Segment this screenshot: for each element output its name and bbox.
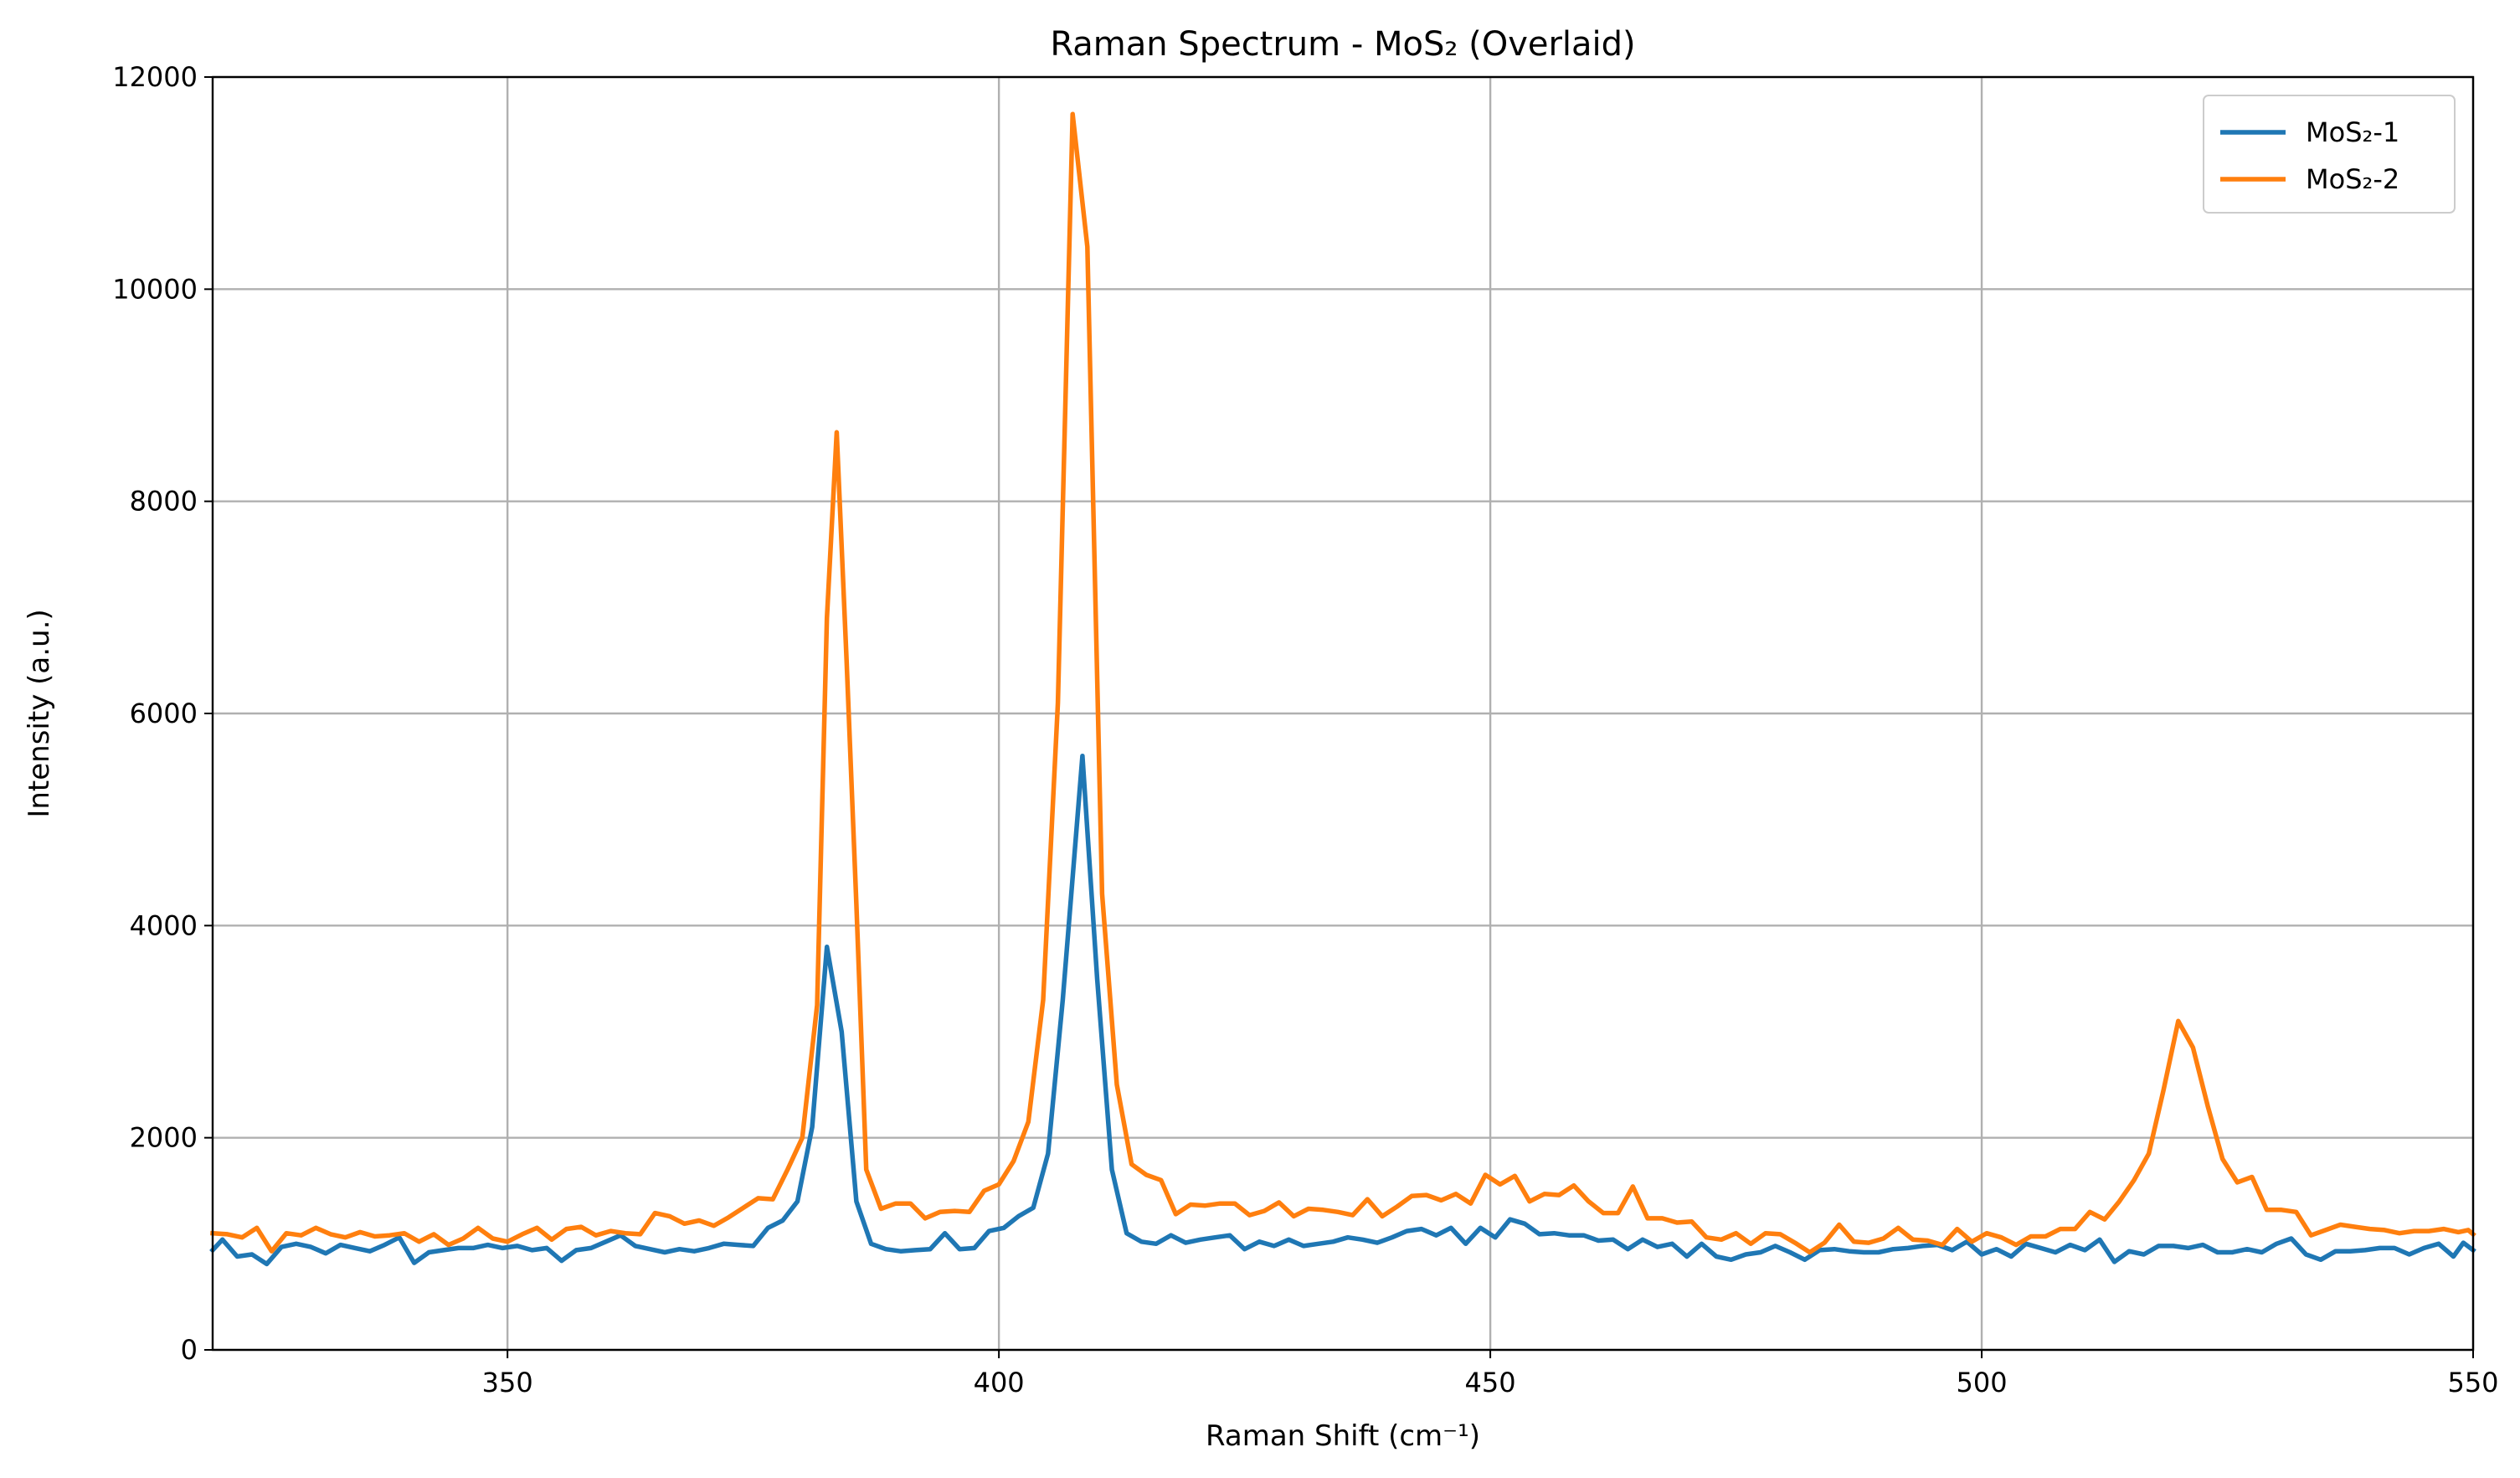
x-tick-label: 350: [482, 1367, 533, 1398]
y-tick-label: 10000: [112, 273, 198, 305]
x-axis: 350 400 450 500 550: [482, 1350, 2499, 1398]
x-tick-label: 450: [1465, 1367, 1516, 1398]
y-tick-label: 4000: [130, 909, 198, 941]
legend-label-1: MoS₂-1: [2306, 116, 2399, 148]
y-tick-label: 2000: [130, 1122, 198, 1154]
legend-label-2: MoS₂-2: [2306, 163, 2399, 195]
x-tick-label: 400: [974, 1367, 1025, 1398]
legend-box: [2203, 95, 2456, 214]
chart-title: Raman Spectrum - MoS₂ (Overlaid): [1050, 25, 1635, 64]
y-tick-label: 6000: [130, 698, 198, 729]
series-line-2: [210, 111, 2476, 1255]
x-tick-label: 500: [1957, 1367, 2008, 1398]
grid-lines: [213, 75, 2475, 1352]
legend: MoS₂-1 MoS₂-2: [2203, 95, 2456, 214]
x-tick-label: 550: [2447, 1367, 2498, 1398]
y-axis-label: Intensity (a.u.): [23, 609, 56, 817]
y-tick-label: 0: [181, 1334, 198, 1366]
series-layer: [209, 111, 2476, 1267]
y-tick-label: 8000: [130, 486, 198, 518]
series-line-1: [209, 753, 2476, 1267]
x-axis-label: Raman Shift (cm⁻¹): [1206, 1419, 1480, 1453]
y-axis: 0 2000 4000 6000 8000 10000 12000: [112, 61, 213, 1366]
y-tick-label: 12000: [112, 61, 198, 93]
